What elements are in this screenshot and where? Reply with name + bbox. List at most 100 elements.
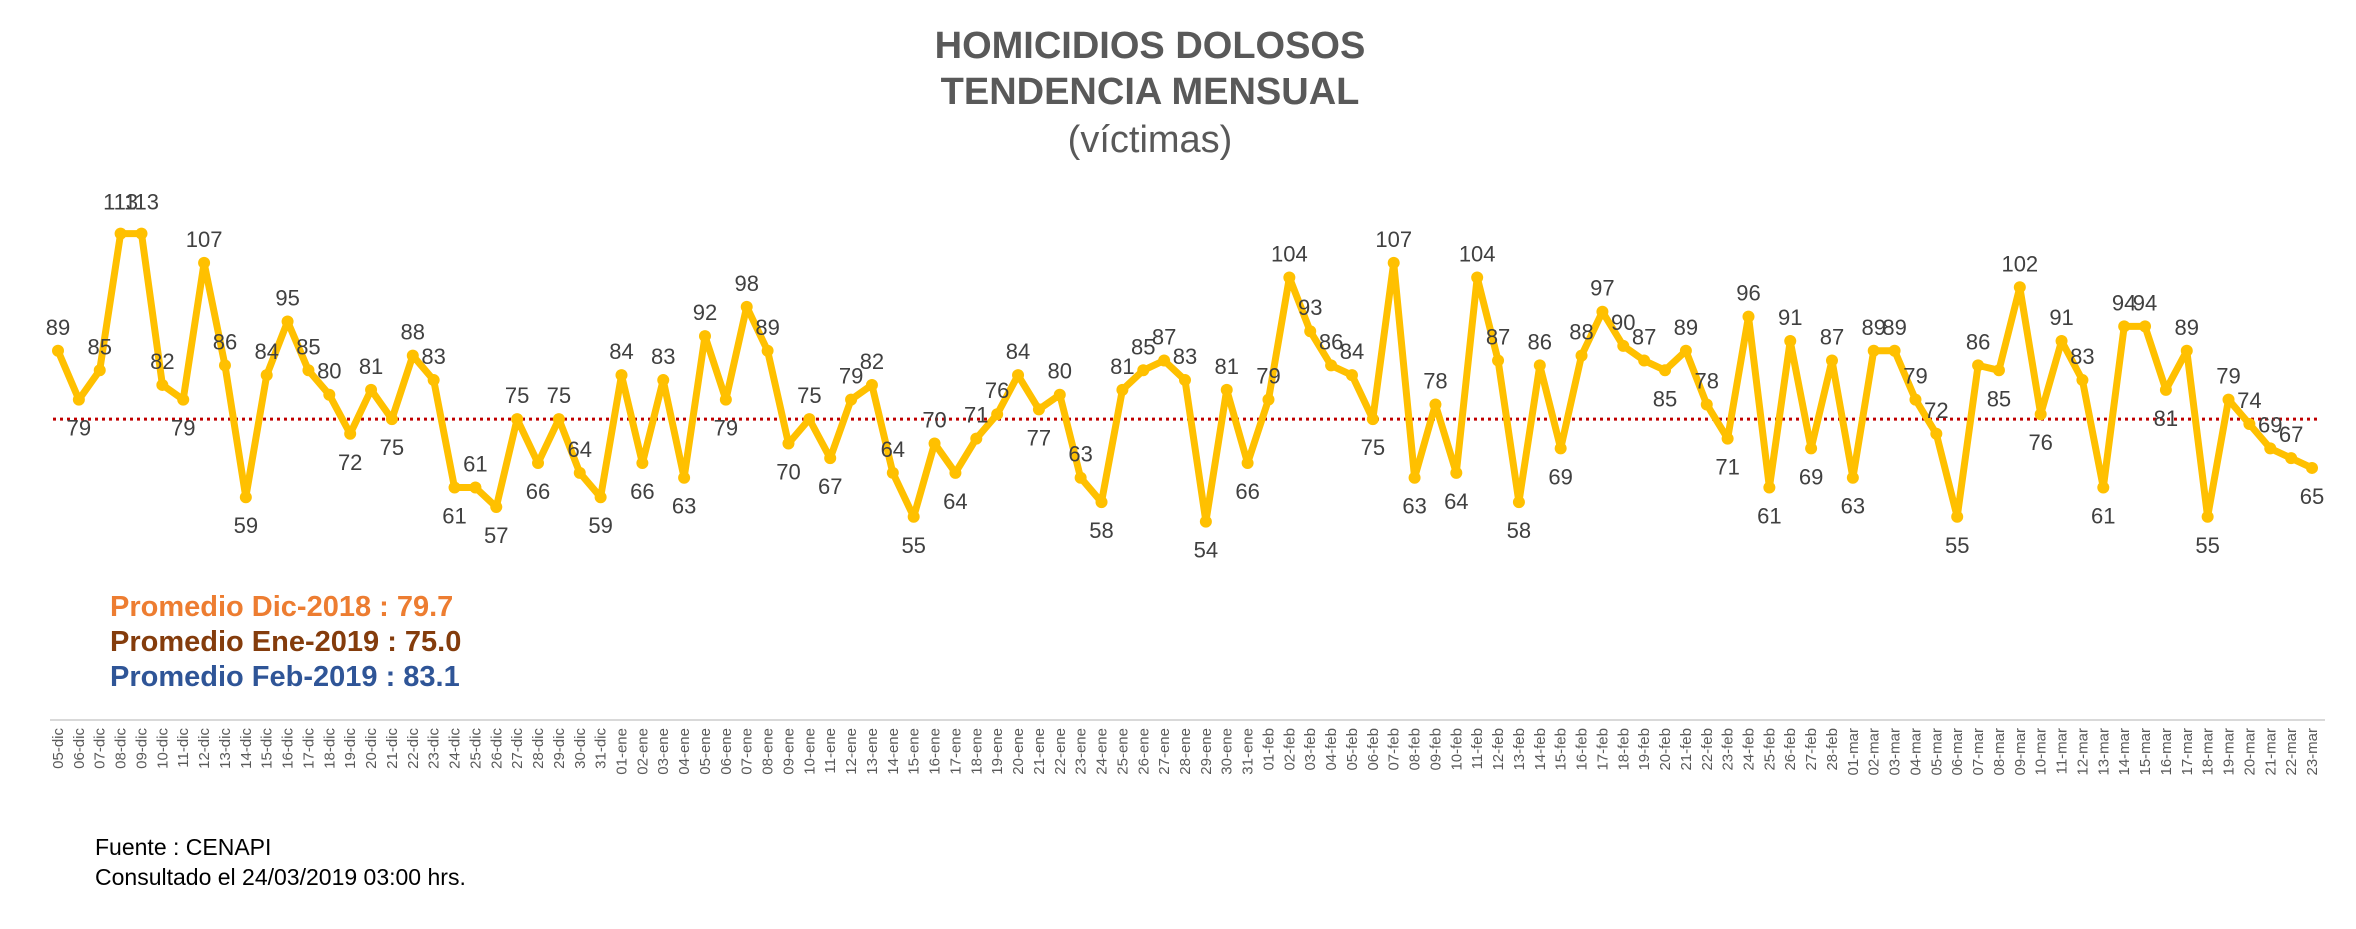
x-tick-label: 05-mar [1928,728,1945,776]
data-point [1533,359,1546,372]
x-tick-label: 12-ene [843,728,860,775]
x-tick-label: 06-feb [1365,728,1382,771]
data-label: 89 [1882,315,1906,340]
x-tick-label: 22-feb [1699,728,1716,771]
data-point [782,437,795,450]
data-point [302,364,315,377]
data-label: 69 [2258,412,2282,437]
data-labels: 8979851131138279107865984958580728175888… [46,190,2324,563]
x-tick-label: 16-feb [1574,728,1591,771]
data-label: 113 [124,190,159,215]
data-point [698,330,711,343]
data-label: 79 [839,364,863,389]
data-point [177,393,190,406]
x-tick-label: 02-ene [634,728,651,775]
data-point [1763,481,1776,494]
data-point [198,256,211,269]
data-point [2055,335,2068,347]
data-label: 93 [1298,295,1322,320]
data-point [281,315,294,328]
data-label: 102 [2001,251,2038,276]
data-label: 79 [67,416,91,441]
data-label: 88 [1569,320,1593,345]
x-tick-label: 07-mar [1970,728,1987,776]
data-point [1867,344,1880,357]
data-point [2139,320,2152,333]
data-point [803,413,816,426]
x-tick-label: 21-dic [384,728,401,769]
data-point [740,300,753,313]
data-label: 97 [1590,276,1614,301]
x-tick-label: 23-feb [1720,728,1737,771]
x-tick-label: 13-dic [217,728,234,769]
x-tick-label: 06-ene [718,728,735,775]
data-label: 85 [87,334,111,359]
x-tick-label: 23-ene [1073,728,1090,775]
data-label: 86 [1528,329,1552,354]
data-label: 84 [1340,339,1364,364]
data-point [1241,457,1254,470]
x-tick-label: 22-dic [405,728,422,769]
x-tick-label: 06-dic [71,728,88,769]
x-tick-label: 19-feb [1636,728,1653,771]
data-label: 61 [463,451,487,476]
data-label: 63 [1402,494,1426,519]
x-tick-label: 25-ene [1114,728,1131,775]
data-label: 63 [1068,442,1092,467]
data-label: 81 [359,354,383,379]
data-label: 85 [1987,386,2011,411]
data-point [615,369,628,382]
data-label: 63 [672,494,696,519]
x-tick-label: 30-dic [572,728,589,769]
data-point [1742,310,1755,323]
x-tick-label: 29-ene [1198,728,1215,775]
data-label: 71 [964,403,988,428]
data-point [678,471,691,484]
data-label: 89 [755,315,779,340]
x-tick-label: 06-mar [1949,728,1966,776]
data-point [2097,481,2110,494]
data-point [1617,339,1630,352]
data-point [1909,393,1922,406]
data-point [1659,364,1672,377]
data-label: 113 [103,190,138,215]
data-point [719,393,732,406]
data-point [1951,510,1964,523]
x-tick-label: 04-ene [676,728,693,775]
data-label: 92 [693,300,717,325]
data-label: 64 [1444,489,1468,514]
x-tick-label: 05-ene [697,728,714,775]
data-point [1679,344,1692,357]
x-tick-label: 09-mar [2012,728,2029,776]
data-label: 104 [1459,242,1496,267]
x-tick-label: 21-feb [1678,728,1695,771]
data-point [323,388,336,401]
data-point [865,378,878,391]
x-tick-label: 03-feb [1302,728,1319,771]
data-label: 94 [2133,290,2157,315]
chart-subtitle: (víctimas) [1068,119,1233,161]
data-label: 79 [1256,364,1280,389]
data-point [1366,413,1379,426]
x-tick-label: 07-ene [739,728,756,775]
data-label: 72 [338,450,362,475]
x-tick-label: 16-mar [2158,728,2175,776]
x-tick-label: 23-mar [2304,728,2321,776]
x-tick-label: 14-mar [2116,728,2133,776]
data-point [1575,349,1588,362]
source-line2: Consultado el 24/03/2019 03:00 hrs. [95,864,466,890]
x-tick-label: 24-ene [1094,728,1111,775]
x-tick-label: 23-dic [426,728,443,769]
x-tick-label: 13-feb [1511,728,1528,771]
x-tick-label: 09-ene [780,728,797,775]
x-tick-label: 18-ene [968,728,985,775]
data-point [657,374,670,387]
data-point [970,432,983,445]
data-point [72,393,85,406]
data-label: 66 [1235,479,1259,504]
x-tick-label: 27-dic [509,728,526,769]
x-tick-label: 20-feb [1657,728,1674,771]
data-point [1137,364,1150,377]
data-point [1304,325,1317,338]
data-label: 70 [922,408,946,433]
